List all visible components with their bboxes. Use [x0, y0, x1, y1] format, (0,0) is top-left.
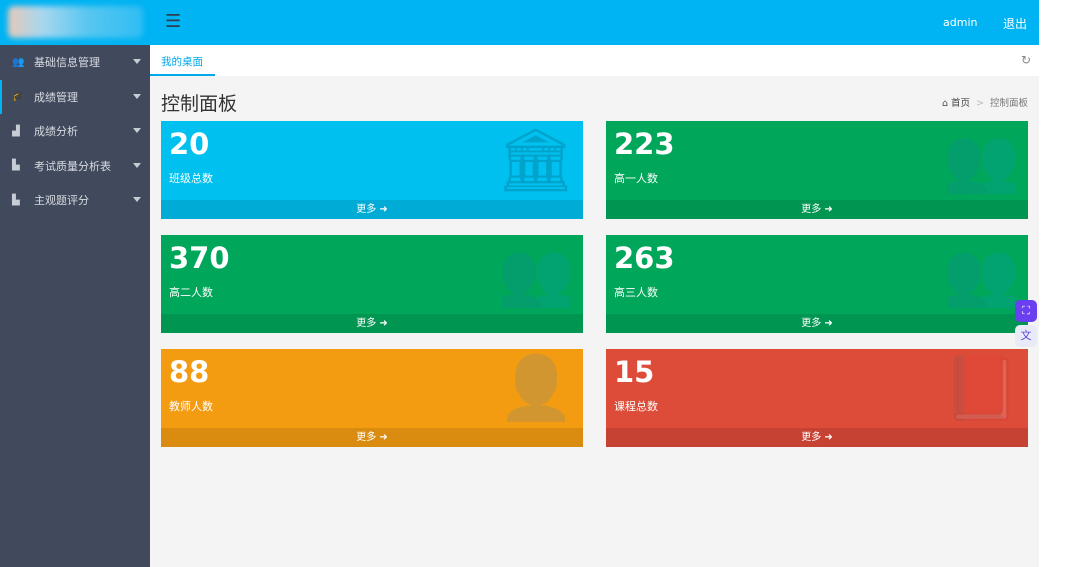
more-label: 更多 — [356, 432, 377, 443]
more-label: 更多 — [356, 204, 377, 215]
more-link[interactable]: 更多 ➜ — [161, 428, 583, 447]
stat-card: 88 教师人数 👤 更多 ➜ — [161, 349, 583, 447]
users-icon: 👥 — [497, 237, 575, 310]
sidebar-item-basic-info[interactable]: 👥 基础信息管理 — [0, 45, 150, 80]
stat-value: 370 — [169, 241, 230, 275]
stat-card: 20 班级总数 🏛 更多 ➜ — [161, 121, 583, 219]
stat-value: 15 — [614, 355, 655, 389]
area-chart-icon: ▟ — [12, 125, 20, 137]
arrow-circle-right-icon: ➜ — [379, 204, 388, 215]
refresh-icon[interactable]: ↻ — [1020, 53, 1031, 67]
main-content: 我的桌面 ↻ 控制面板 ⌂ 首页 > 控制面板 20 班级总数 🏛 更多 ➜ 223 … — [150, 45, 1039, 567]
bar-chart-icon: ▙ — [12, 194, 20, 206]
caret-down-icon — [133, 128, 141, 133]
breadcrumb-current: 控制面板 — [989, 98, 1028, 109]
caret-down-icon — [133, 197, 141, 202]
stat-label: 班级总数 — [169, 172, 213, 185]
sidebar-item-grades[interactable]: 🎓 成绩管理 — [0, 79, 150, 114]
arrow-circle-right-icon: ➜ — [824, 204, 833, 215]
logout-link[interactable]: 退出 — [1003, 17, 1028, 31]
more-link[interactable]: 更多 ➜ — [606, 428, 1028, 447]
stat-value: 88 — [169, 355, 210, 389]
breadcrumb: ⌂ 首页 > 控制面板 — [942, 95, 1028, 109]
sidebar: 👥 基础信息管理 🎓 成绩管理 ▟ 成绩分析 ▙ 考试质量分析表 ▙ 主观题评分 — [0, 45, 150, 567]
caret-down-icon — [133, 162, 141, 168]
stat-card: 263 高三人数 👥 更多 ➜ — [606, 235, 1028, 333]
arrow-circle-right-icon: ➜ — [824, 318, 833, 329]
stat-card: 370 高二人数 👥 更多 ➜ — [161, 235, 583, 333]
bar-chart-icon: ▙ — [12, 160, 20, 172]
sidebar-item-label: 主观题评分 — [34, 194, 89, 208]
more-label: 更多 — [801, 204, 822, 215]
breadcrumb-separator: > — [976, 98, 984, 109]
sidebar-item-exam-quality[interactable]: ▙ 考试质量分析表 — [0, 149, 150, 184]
sidebar-item-label: 基础信息管理 — [34, 56, 100, 70]
user-icon: 👤 — [497, 351, 575, 424]
more-link[interactable]: 更多 ➜ — [606, 200, 1028, 219]
caret-down-icon — [133, 59, 141, 64]
sidebar-item-grade-analysis[interactable]: ▟ 成绩分析 — [0, 114, 150, 149]
stat-label: 高一人数 — [614, 172, 658, 185]
more-label: 更多 — [801, 318, 822, 329]
stat-value: 223 — [614, 127, 675, 161]
caret-down-icon — [133, 93, 141, 99]
users-icon: 👥 — [942, 123, 1020, 196]
users-icon: 👥 — [942, 237, 1020, 310]
user-name[interactable]: admin — [943, 16, 978, 29]
stat-card: 223 高一人数 👥 更多 ➜ — [606, 121, 1028, 219]
arrow-circle-right-icon: ➜ — [379, 432, 388, 443]
stat-label: 课程总数 — [614, 400, 658, 413]
arrow-circle-right-icon: ➜ — [379, 318, 388, 329]
breadcrumb-home[interactable]: 首页 — [951, 98, 971, 109]
tab-bar: 我的桌面 ↻ — [150, 45, 1039, 76]
arrow-circle-right-icon: ➜ — [824, 432, 833, 443]
language-icon[interactable]: 文 — [1015, 325, 1037, 347]
stat-card: 15 课程总数 📕 更多 ➜ — [606, 349, 1028, 447]
stat-value: 20 — [169, 127, 210, 161]
more-link[interactable]: 更多 ➜ — [161, 314, 583, 333]
stat-value: 263 — [614, 241, 675, 275]
institution-icon: 🏛 — [496, 123, 575, 196]
more-label: 更多 — [801, 432, 822, 443]
sidebar-item-subjective-scoring[interactable]: ▙ 主观题评分 — [0, 183, 150, 218]
page-title: 控制面板 — [161, 93, 238, 115]
hamburger-icon[interactable]: ☰ — [165, 11, 182, 32]
sidebar-item-label: 成绩管理 — [34, 90, 78, 104]
logo — [8, 6, 143, 38]
sidebar-item-label: 考试质量分析表 — [34, 159, 111, 173]
more-link[interactable]: 更多 ➜ — [606, 314, 1028, 333]
translate-plugin-icon[interactable]: ⛶ — [1015, 300, 1037, 322]
sidebar-item-label: 成绩分析 — [34, 125, 78, 139]
users-icon: 👥 — [12, 56, 25, 68]
stat-label: 教师人数 — [169, 400, 213, 413]
home-icon: ⌂ — [941, 98, 948, 109]
book-icon: 📕 — [942, 351, 1020, 424]
graduation-cap-icon: 🎓 — [12, 91, 25, 103]
more-link[interactable]: 更多 ➜ — [161, 200, 583, 219]
top-header: ☰ admin 退出 — [0, 0, 1039, 45]
tab-my-desktop[interactable]: 我的桌面 — [150, 45, 215, 76]
stat-label: 高二人数 — [169, 286, 213, 299]
stat-label: 高三人数 — [614, 286, 658, 299]
more-label: 更多 — [356, 318, 377, 329]
